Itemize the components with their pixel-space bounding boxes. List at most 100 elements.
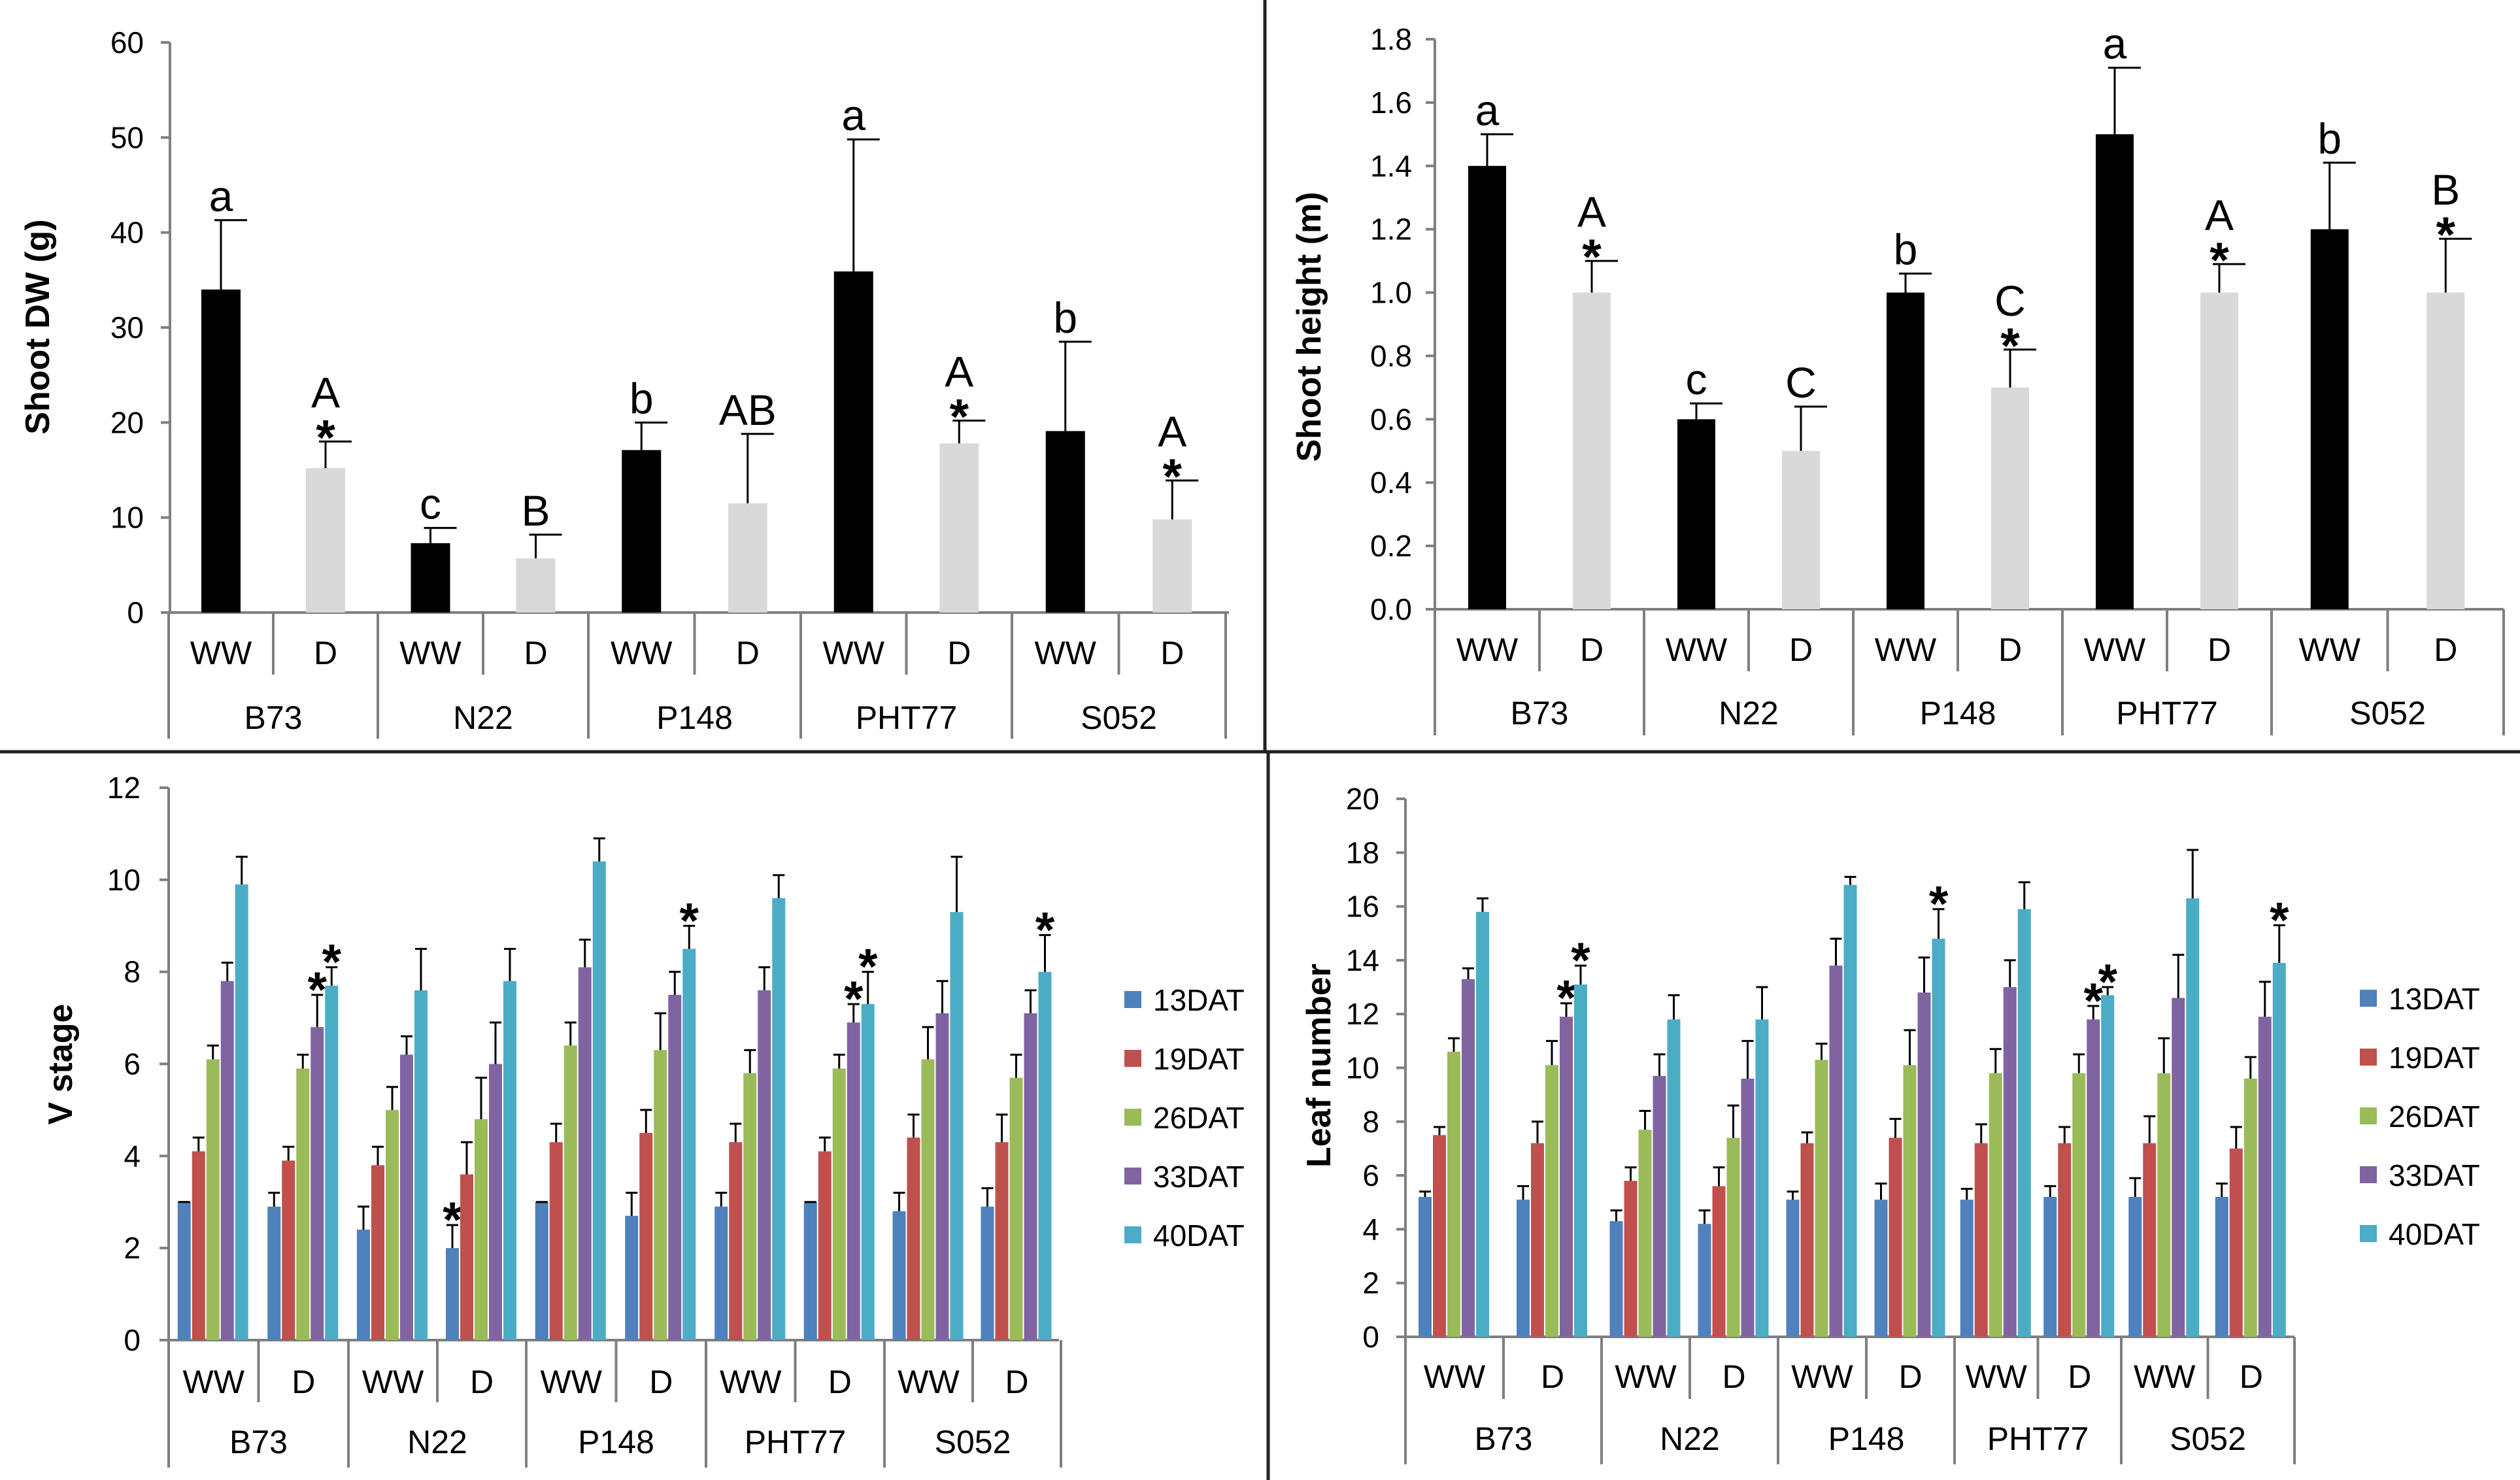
y-tick-label: 10 [110,501,144,535]
treatment-label: D [2434,631,2457,668]
legend-swatch [2360,1049,2377,1066]
bar-26DAT [386,1109,399,1340]
significance-star: * [1929,877,1949,932]
significance-star: * [1556,971,1576,1026]
bar-26DAT [2243,1078,2257,1337]
bar-33DAT [311,1027,324,1340]
bar-40DAT [1932,938,1945,1337]
bar-33DAT [1560,1017,1573,1337]
bar-40DAT [325,985,339,1340]
treatment-label: D [1898,1358,1922,1395]
treatment-label: D [470,1364,494,1400]
bar-26DAT [1545,1065,1558,1337]
y-tick-label: 50 [110,120,144,154]
group-label: PHT77 [856,699,958,736]
bar-13DAT [1419,1197,1432,1337]
bar-13DAT [1874,1200,1888,1337]
significance-star: * [679,893,699,949]
legend-label: 13DAT [2389,982,2480,1016]
treatment-label: WW [541,1364,603,1400]
bar-WW [833,271,873,613]
bar-13DAT [625,1215,639,1340]
bar-13DAT [714,1206,728,1340]
significance-star: * [2083,973,2103,1029]
bar-19DAT [639,1133,653,1340]
y-tick-label: 12 [1346,997,1379,1031]
y-tick-label: 60 [110,25,144,59]
significance-letter: A [1577,188,1606,236]
treatment-label: WW [2299,631,2361,668]
legend-swatch [1124,991,1141,1008]
legend-swatch [2360,1107,2377,1124]
bar-D [2200,292,2238,609]
treatment-label: WW [1966,1358,2028,1395]
y-tick-label: 40 [110,216,144,250]
treatment-label: D [649,1364,673,1400]
significance-star: * [1571,933,1590,988]
significance-letter: C [1785,358,1817,407]
y-tick-label: 0.4 [1370,465,1412,499]
bar-WW [2310,229,2349,610]
bar-33DAT [1653,1075,1666,1337]
bar-13DAT [892,1211,906,1340]
legend-label: 40DAT [1153,1219,1245,1253]
y-tick-label: 2 [124,1231,141,1265]
significance-star: * [1035,902,1055,958]
group-label: P148 [1828,1421,1905,1457]
treatment-label: WW [1875,631,1937,668]
bar-40DAT [772,898,786,1340]
significance-star: * [2000,318,2020,374]
bar-40DAT [503,981,516,1340]
legend-swatch [2360,1225,2377,1242]
bar-D [2427,292,2465,609]
treatment-label: D [828,1364,852,1400]
bar-WW [1887,292,1924,609]
bar-26DAT [1638,1130,1652,1337]
bar-13DAT [177,1202,191,1340]
bar-WW [1468,165,1506,609]
bar-26DAT [296,1068,310,1340]
bar-13DAT [267,1206,281,1340]
y-tick-label: 20 [1346,782,1379,816]
treatment-label: WW [183,1364,245,1400]
legend-swatch [1124,1109,1141,1126]
bar-33DAT [2003,987,2017,1337]
bar-26DAT [1447,1051,1460,1337]
bar-D [306,468,345,613]
legend-swatch [2360,1166,2377,1183]
group-label: PHT77 [1987,1421,2089,1457]
significance-letter: C [1994,277,2026,325]
bar-13DAT [1960,1200,1974,1337]
legend-label: 33DAT [2389,1158,2480,1192]
treatment-label: WW [1615,1358,1677,1395]
treatment-label: D [2068,1358,2091,1395]
group-label: N22 [453,699,513,736]
bar-33DAT [935,1013,949,1340]
legend-label: 26DAT [1153,1101,1245,1135]
bar-19DAT [1624,1181,1638,1337]
bar-33DAT [1829,966,1843,1337]
bar-19DAT [729,1142,743,1340]
bar-19DAT [1889,1137,1902,1337]
treatment-label: WW [190,635,252,671]
bar-19DAT [907,1137,920,1340]
bar-19DAT [1531,1143,1544,1337]
significance-letter: A [2205,191,2234,239]
bar-40DAT [682,949,696,1340]
y-tick-label: 8 [1362,1105,1379,1139]
y-tick-label: 1.0 [1370,276,1412,310]
significance-star: * [307,962,327,1018]
bar-26DAT [1815,1060,1828,1337]
bar-33DAT [2172,998,2185,1337]
bar-13DAT [1517,1200,1530,1337]
y-tick-label: 6 [124,1047,141,1081]
y-tick-label: 1.2 [1370,212,1412,246]
significance-letter: a [1475,86,1500,134]
bar-WW [2096,134,2134,610]
significance-star: * [2209,233,2229,288]
y-tick-label: 1.6 [1370,86,1412,120]
bar-33DAT [758,990,771,1340]
treatment-label: WW [362,1364,424,1400]
